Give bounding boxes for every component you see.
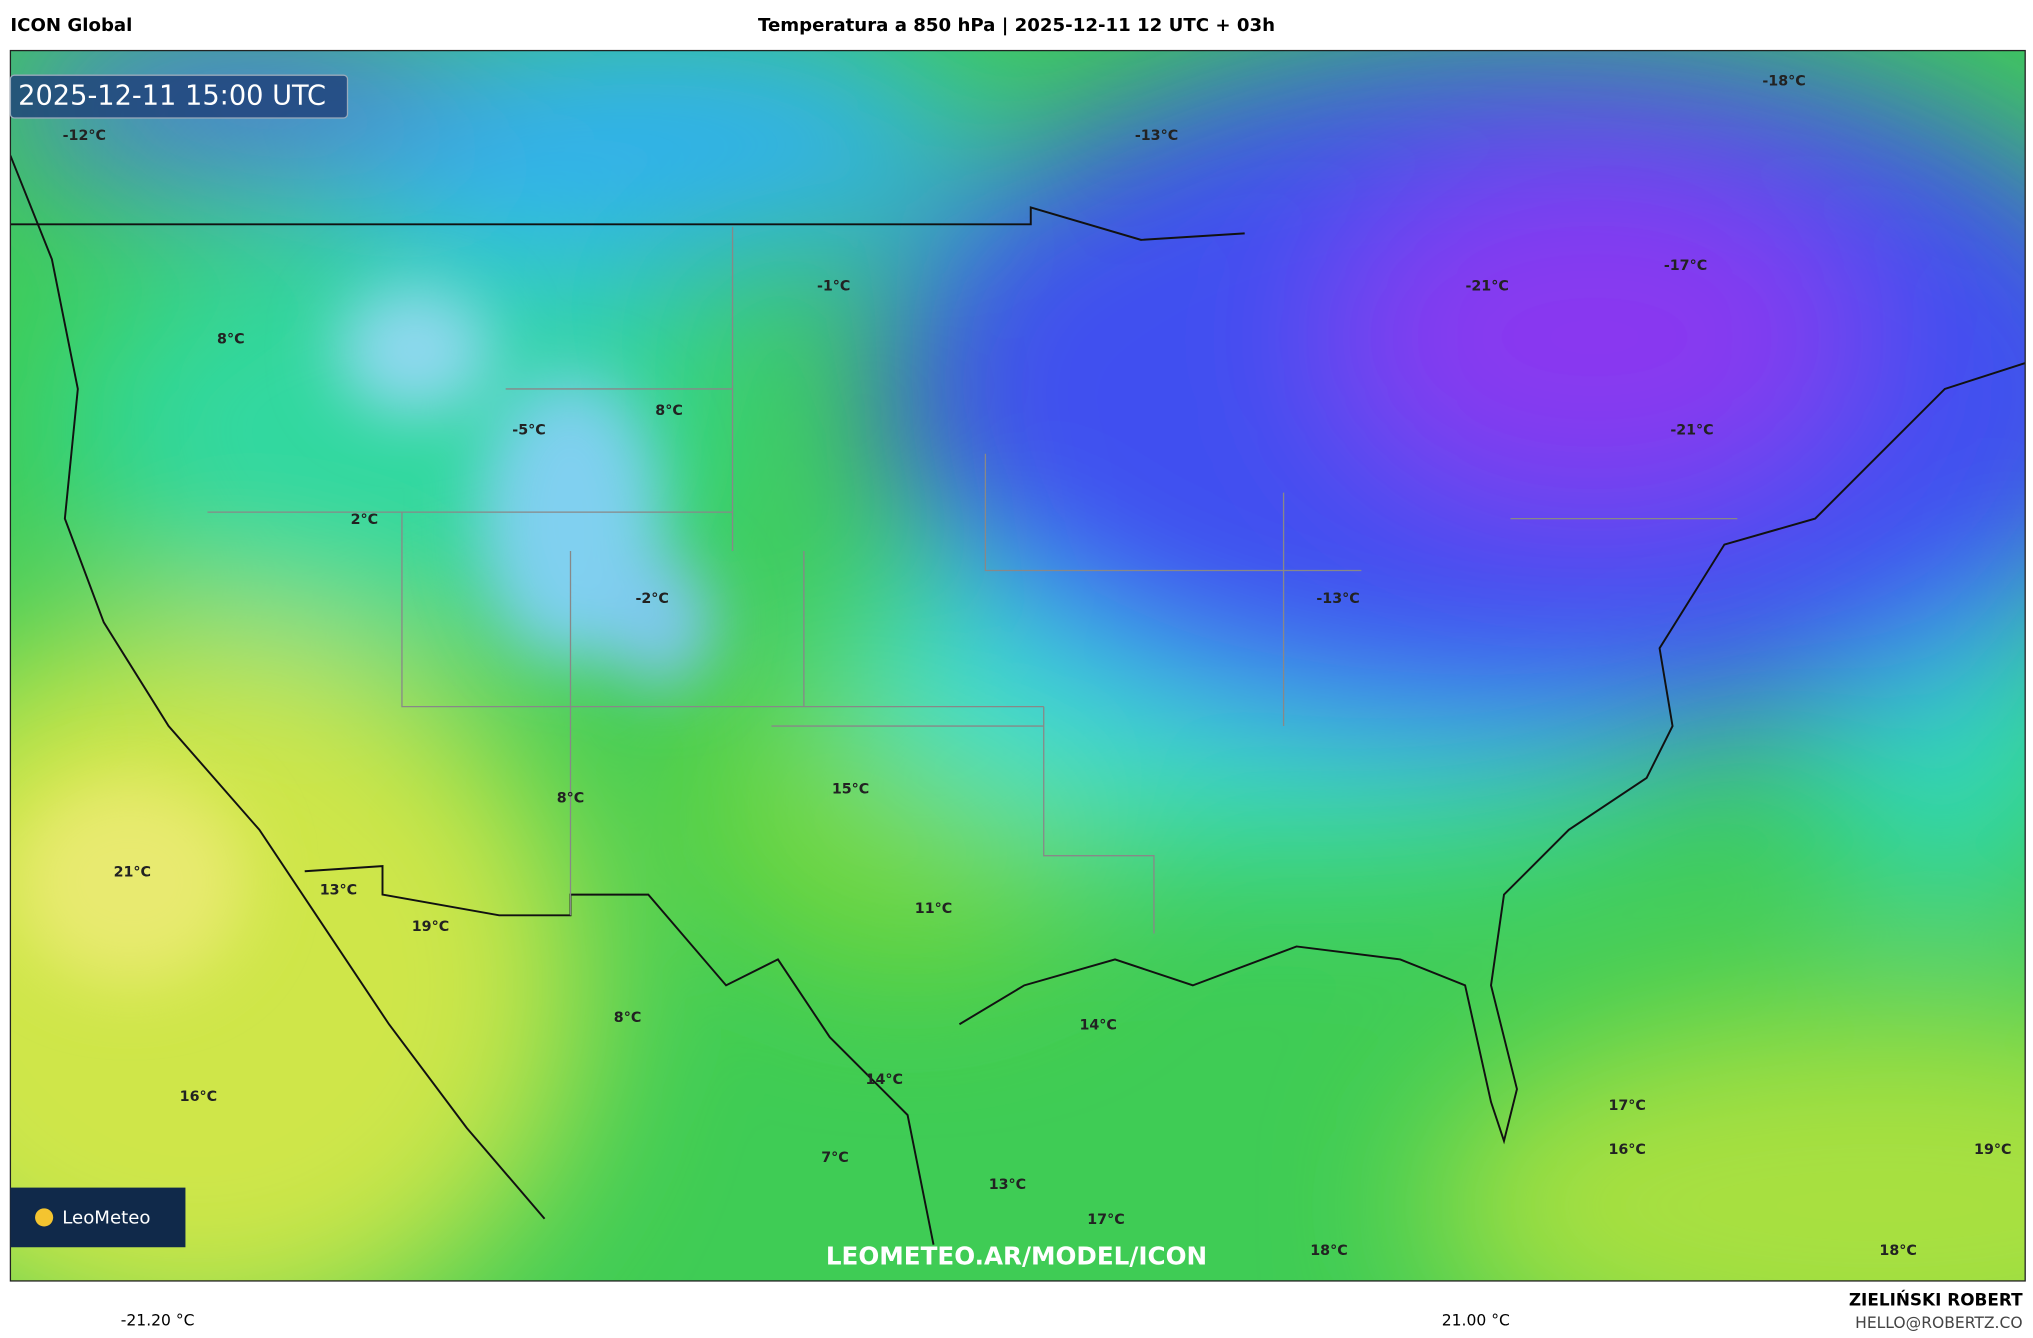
temperature-label: -18°C <box>1762 74 1805 90</box>
timestamp: 2025-12-11 15:00 UTC <box>18 81 326 112</box>
temperature-label: 17°C <box>1608 1098 1645 1114</box>
temperature-label: 8°C <box>557 791 585 807</box>
colorbar-max: 21.00 °C <box>1442 1312 1510 1330</box>
temperature-label: -1°C <box>817 279 850 295</box>
model-name: ICON Global <box>10 15 132 36</box>
temperature-label: -21°C <box>1465 279 1508 295</box>
temperature-label: 8°C <box>614 1010 642 1026</box>
temperature-label: -21°C <box>1670 422 1713 438</box>
temperature-label: -12°C <box>63 128 106 144</box>
temperature-label: 8°C <box>655 403 683 419</box>
logo-sun <box>35 1208 54 1227</box>
temperature-label: 14°C <box>866 1072 903 1088</box>
temperature-label: 8°C <box>217 332 244 348</box>
email: HELLO@ROBERTZ.CO <box>1855 1314 2022 1332</box>
temperature-label: 21°C <box>114 865 151 881</box>
temperature-label: 19°C <box>1974 1142 2011 1158</box>
temperature-label: 16°C <box>1608 1142 1645 1158</box>
temperature-label: 13°C <box>989 1177 1026 1193</box>
temperature-label: -17°C <box>1664 258 1707 274</box>
temperature-labels: -12°C -13°C -18°C -1°C -21°C -17°C 8°C 8°C -5°C -… <box>63 74 2012 1259</box>
temperature-label: 18°C <box>1310 1243 1347 1259</box>
temperature-label: 17°C <box>1087 1212 1124 1228</box>
temperature-label: 11°C <box>915 901 952 917</box>
temperature-label: 15°C <box>832 782 869 798</box>
logo-text: LeoMeteo <box>62 1208 150 1229</box>
temperature-label: 14°C <box>1079 1018 1116 1034</box>
temperature-label: 7°C <box>821 1150 849 1166</box>
author: ZIELIŃSKI ROBERT <box>1849 1288 2023 1309</box>
watermark: LEOMETEO.AR/MODEL/ICON <box>826 1242 1207 1271</box>
temperature-label: -2°C <box>635 591 668 607</box>
temperature-field <box>10 50 2026 1281</box>
temperature-label: 16°C <box>180 1089 217 1105</box>
map-frame <box>9 49 2026 1282</box>
colorbar-min: -21.20 °C <box>121 1312 195 1330</box>
temperature-label: 19°C <box>412 919 449 935</box>
temperature-label: -13°C <box>1316 591 1359 607</box>
colorbar: -21.20 °C 21.00 °C <box>121 1312 1510 1330</box>
temperature-label: 2°C <box>351 512 379 528</box>
map-title: Temperatura a 850 hPa | 2025-12-11 12 UT… <box>758 15 1275 36</box>
timestamp-box <box>9 74 349 119</box>
temperature-label: 18°C <box>1879 1243 1916 1259</box>
temperature-label: 13°C <box>320 883 357 899</box>
temperature-label: -13°C <box>1135 128 1178 144</box>
temperature-label: -5°C <box>512 422 545 438</box>
